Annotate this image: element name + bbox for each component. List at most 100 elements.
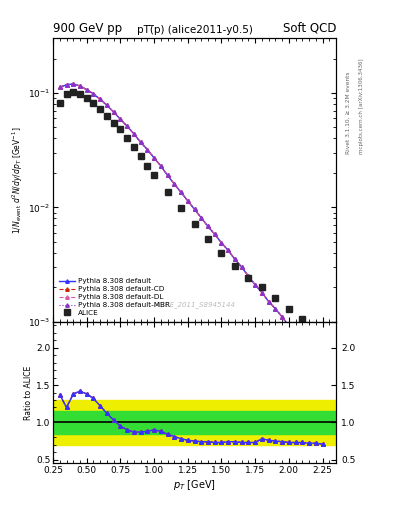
Pythia 8.308 default-DL xyxy=(246,273,251,279)
Pythia 8.308 default-DL xyxy=(185,198,190,204)
ALICE xyxy=(286,306,291,312)
Text: 900 GeV pp: 900 GeV pp xyxy=(53,22,122,35)
Pythia 8.308 default-DL xyxy=(233,257,237,263)
Pythia 8.308 default-DL xyxy=(314,357,318,364)
ALICE xyxy=(152,173,156,179)
Pythia 8.308 default-MBR xyxy=(185,198,190,204)
Text: ALICE_2011_S8945144: ALICE_2011_S8945144 xyxy=(154,301,235,308)
Pythia 8.308 default-DL xyxy=(320,366,325,372)
Pythia 8.308 default-MBR xyxy=(239,264,244,270)
Pythia 8.308 default-CD xyxy=(158,163,163,169)
Pythia 8.308 default xyxy=(145,146,150,153)
Pythia 8.308 default-CD xyxy=(259,289,264,295)
Pythia 8.308 default-MBR xyxy=(266,298,271,305)
ALICE xyxy=(179,205,184,211)
Pythia 8.308 default-MBR xyxy=(71,81,75,87)
Pythia 8.308 default-DL xyxy=(125,123,130,130)
Pythia 8.308 default xyxy=(253,282,257,288)
Pythia 8.308 default-MBR xyxy=(233,257,237,263)
ALICE xyxy=(138,153,143,159)
Pythia 8.308 default-MBR xyxy=(320,366,325,372)
Pythia 8.308 default-CD xyxy=(280,314,285,320)
Pythia 8.308 default-CD xyxy=(64,82,69,88)
Pythia 8.308 default-DL xyxy=(293,331,298,337)
Pythia 8.308 default-MBR xyxy=(158,163,163,169)
Pythia 8.308 default-CD xyxy=(78,83,83,89)
Pythia 8.308 default-CD xyxy=(71,81,75,87)
ALICE xyxy=(314,325,318,331)
Pythia 8.308 default-MBR xyxy=(253,282,257,288)
Pythia 8.308 default-MBR xyxy=(280,314,285,320)
Pythia 8.308 default-MBR xyxy=(64,82,69,88)
Y-axis label: $1/N_{\rm event}\ d^{2}N/dy/dp_{T}\ [\rm{GeV}^{-1}]$: $1/N_{\rm event}\ d^{2}N/dy/dp_{T}\ [\rm… xyxy=(11,126,25,234)
Pythia 8.308 default-DL xyxy=(253,282,257,288)
Pythia 8.308 default-DL xyxy=(64,82,69,88)
Pythia 8.308 default-CD xyxy=(253,282,257,288)
Pythia 8.308 default-MBR xyxy=(192,206,197,212)
Text: Rivet 3.1.10, ≥ 3.2M events: Rivet 3.1.10, ≥ 3.2M events xyxy=(345,71,350,154)
Pythia 8.308 default-MBR xyxy=(179,189,184,196)
ALICE xyxy=(192,221,197,227)
Pythia 8.308 default xyxy=(111,109,116,115)
ALICE xyxy=(105,113,109,119)
Pythia 8.308 default-CD xyxy=(307,348,311,354)
Pythia 8.308 default xyxy=(259,289,264,295)
ALICE xyxy=(132,143,136,150)
ALICE xyxy=(111,120,116,126)
Pythia 8.308 default xyxy=(192,206,197,212)
Pythia 8.308 default-CD xyxy=(286,323,291,329)
Pythia 8.308 default-CD xyxy=(314,357,318,364)
ALICE xyxy=(125,135,130,141)
Pythia 8.308 default-CD xyxy=(185,198,190,204)
Pythia 8.308 default xyxy=(286,323,291,329)
Pythia 8.308 default-CD xyxy=(192,206,197,212)
Pythia 8.308 default-CD xyxy=(145,146,150,153)
Pythia 8.308 default-DL xyxy=(307,348,311,354)
ALICE xyxy=(233,263,237,269)
Pythia 8.308 default xyxy=(300,340,305,346)
Pythia 8.308 default xyxy=(165,173,170,179)
Pythia 8.308 default-DL xyxy=(259,289,264,295)
ALICE xyxy=(259,284,264,290)
Pythia 8.308 default xyxy=(57,84,62,91)
ALICE xyxy=(98,105,103,112)
Pythia 8.308 default xyxy=(179,189,184,196)
Pythia 8.308 default-MBR xyxy=(78,83,83,89)
Pythia 8.308 default xyxy=(138,139,143,145)
Pythia 8.308 default-DL xyxy=(84,87,89,93)
Pythia 8.308 default-CD xyxy=(266,298,271,305)
Pythia 8.308 default xyxy=(206,223,210,229)
ALICE xyxy=(64,91,69,97)
Pythia 8.308 default-MBR xyxy=(259,289,264,295)
Pythia 8.308 default xyxy=(233,257,237,263)
Pythia 8.308 default xyxy=(84,87,89,93)
ALICE xyxy=(118,126,123,133)
Pythia 8.308 default xyxy=(98,96,103,102)
Pythia 8.308 default-MBR xyxy=(91,91,96,97)
Pythia 8.308 default-MBR xyxy=(105,102,109,109)
Pythia 8.308 default-CD xyxy=(206,223,210,229)
Pythia 8.308 default-DL xyxy=(172,181,177,187)
Pythia 8.308 default xyxy=(118,116,123,122)
Pythia 8.308 default-MBR xyxy=(206,223,210,229)
Pythia 8.308 default-CD xyxy=(152,155,156,161)
Pythia 8.308 default-CD xyxy=(226,247,231,253)
Pythia 8.308 default xyxy=(307,348,311,354)
Pythia 8.308 default xyxy=(64,82,69,88)
Pythia 8.308 default-MBR xyxy=(246,273,251,279)
Pythia 8.308 default-DL xyxy=(78,83,83,89)
Pythia 8.308 default-CD xyxy=(132,131,136,137)
Pythia 8.308 default-DL xyxy=(226,247,231,253)
Pythia 8.308 default-DL xyxy=(91,91,96,97)
Pythia 8.308 default-MBR xyxy=(226,247,231,253)
Pythia 8.308 default-CD xyxy=(91,91,96,97)
Pythia 8.308 default-MBR xyxy=(125,123,130,130)
Pythia 8.308 default-CD xyxy=(118,116,123,122)
Pythia 8.308 default-DL xyxy=(138,139,143,145)
Pythia 8.308 default xyxy=(226,247,231,253)
Pythia 8.308 default-DL xyxy=(152,155,156,161)
Pythia 8.308 default-CD xyxy=(98,96,103,102)
Pythia 8.308 default-MBR xyxy=(212,231,217,238)
Pythia 8.308 default-MBR xyxy=(293,331,298,337)
Pythia 8.308 default-DL xyxy=(118,116,123,122)
